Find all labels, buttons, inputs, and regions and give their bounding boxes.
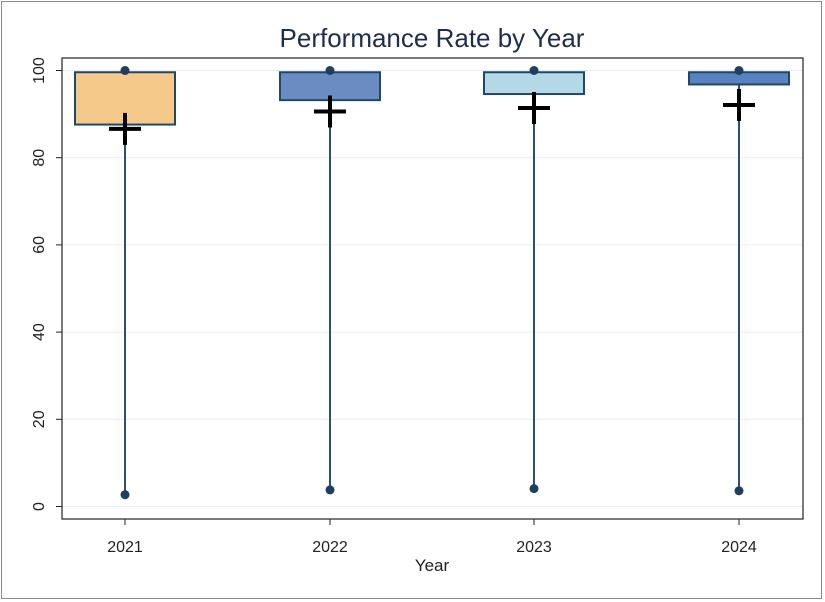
y-axis: 0 20 40 60 80 100: [31, 57, 62, 511]
y-tick-label: 60: [31, 236, 48, 254]
x-tick-label: 2024: [721, 539, 757, 556]
min-point: [529, 484, 539, 494]
x-tick-label: 2022: [312, 539, 348, 556]
box-2021: [74, 66, 176, 500]
min-point: [325, 485, 335, 495]
box-2024: [688, 66, 790, 496]
y-tick-label: 80: [31, 149, 48, 167]
box-2022: [279, 66, 381, 495]
box-2023: [483, 66, 585, 494]
max-point: [734, 66, 744, 75]
chart-title: Performance Rate by Year: [280, 23, 585, 53]
y-tick-label: 40: [31, 323, 48, 341]
plot-area: [61, 57, 804, 520]
grid-lines: [62, 70, 803, 507]
y-tick-label: 100: [31, 57, 48, 84]
x-axis: 2021 2022 2023 2024: [107, 519, 757, 556]
y-tick-label: 0: [31, 502, 48, 511]
max-point: [120, 66, 130, 75]
y-tick-label: 20: [31, 410, 48, 428]
x-tick-label: 2023: [516, 539, 552, 556]
x-axis-label: Year: [415, 556, 450, 575]
box-body: [483, 71, 585, 96]
max-point: [325, 66, 335, 75]
max-point: [529, 66, 539, 75]
x-tick-label: 2021: [107, 539, 143, 556]
min-point: [120, 490, 130, 500]
box-series: [74, 66, 790, 500]
min-point: [734, 486, 744, 496]
